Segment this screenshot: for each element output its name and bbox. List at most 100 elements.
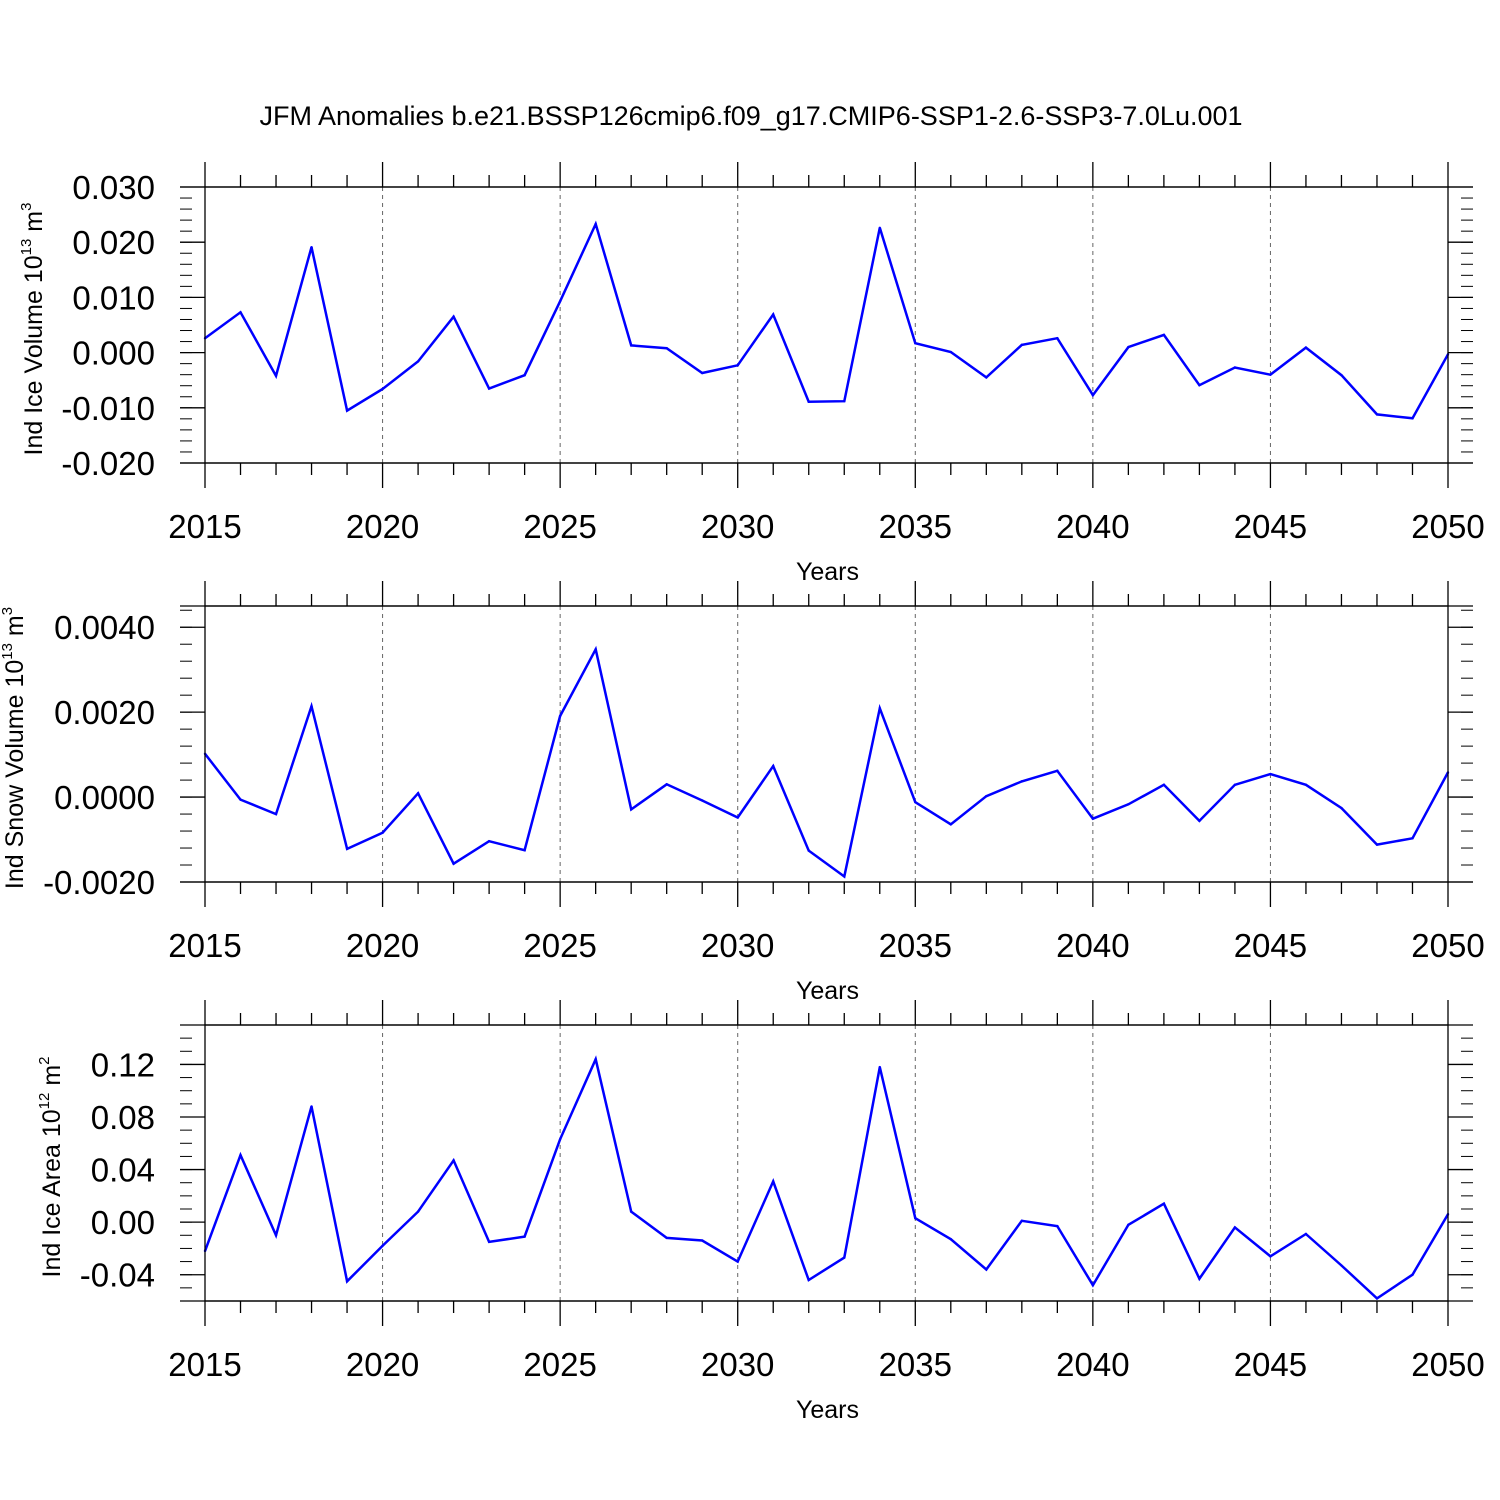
ice-volume-panel: -0.020 -0.010 0.000 0.010 0.020 0.030 2015 202… bbox=[18, 162, 1485, 586]
data-point bbox=[1162, 783, 1166, 786]
snow-volume-plot-frame bbox=[204, 605, 1449, 883]
data-point bbox=[381, 831, 384, 834]
data-point bbox=[1127, 1223, 1130, 1226]
data-point bbox=[239, 311, 242, 314]
x-tick-label: 2015 bbox=[168, 508, 241, 545]
data-point bbox=[1375, 1297, 1379, 1300]
data-point bbox=[843, 1256, 846, 1259]
y-tick-label: 0.000 bbox=[72, 335, 155, 372]
data-point bbox=[665, 783, 668, 786]
x-tick-label: 2025 bbox=[523, 1346, 596, 1383]
ice-area-points bbox=[203, 1057, 1450, 1300]
data-point bbox=[985, 1268, 988, 1271]
y-tick-label: -0.020 bbox=[61, 445, 155, 482]
data-point bbox=[1375, 413, 1379, 416]
ice-area-grid bbox=[382, 1025, 1271, 1301]
x-tick-label: 2045 bbox=[1234, 1346, 1307, 1383]
x-tick-label: 2025 bbox=[523, 927, 596, 964]
figure-title: JFM Anomalies b.e21.BSSP126cmip6.f09_g17… bbox=[259, 101, 1242, 131]
data-point bbox=[274, 374, 278, 377]
x-tick-label: 2035 bbox=[879, 927, 952, 964]
data-point bbox=[274, 812, 278, 816]
x-tick-label: 2050 bbox=[1411, 508, 1484, 545]
x-tick-label: 2030 bbox=[701, 508, 774, 545]
ice-volume-series-line bbox=[204, 220, 1450, 420]
data-point bbox=[843, 399, 846, 403]
x-tick-label: 2025 bbox=[523, 508, 596, 545]
ice-volume-x-axis-label: Years bbox=[796, 558, 859, 586]
data-point bbox=[736, 1260, 739, 1263]
y-tick-label: 0.00 bbox=[91, 1204, 155, 1241]
ice-volume-points bbox=[203, 222, 1450, 420]
ice-area-panel: -0.040.000.040.080.12 2015 2020 2025 2030 20… bbox=[36, 1000, 1485, 1424]
data-point bbox=[1127, 345, 1130, 349]
data-point bbox=[1269, 1255, 1272, 1258]
x-tick-label: 2035 bbox=[879, 508, 952, 545]
data-point bbox=[629, 808, 633, 811]
data-point bbox=[1020, 1219, 1024, 1223]
data-point bbox=[487, 1240, 491, 1244]
data-point bbox=[239, 798, 242, 801]
x-tick-label: 2040 bbox=[1056, 927, 1129, 964]
ice-volume-plot-frame bbox=[204, 186, 1449, 464]
y-tick-label: -0.010 bbox=[61, 390, 155, 427]
data-point bbox=[594, 648, 597, 651]
x-tick-label: 2040 bbox=[1056, 1346, 1129, 1383]
snow-volume-y-axis-label: Ind Snow Volume 1013 m3 bbox=[0, 607, 29, 889]
ice-volume-grid bbox=[382, 187, 1271, 463]
data-point bbox=[1198, 1277, 1201, 1280]
data-point bbox=[878, 1065, 881, 1069]
data-point bbox=[949, 823, 952, 826]
data-point bbox=[736, 816, 739, 819]
y-tick-label: -0.04 bbox=[80, 1257, 155, 1294]
ice-area-x-tick-labels: 2015 2020 2025 2030 2035 2040 2045 2050 bbox=[168, 1346, 1484, 1383]
data-point bbox=[1304, 783, 1308, 786]
data-point bbox=[914, 800, 917, 804]
y-tick-label: 0.010 bbox=[72, 279, 155, 316]
data-point bbox=[1020, 780, 1024, 783]
data-point bbox=[523, 374, 526, 377]
data-point bbox=[1233, 1226, 1237, 1229]
x-tick-label: 2045 bbox=[1234, 927, 1307, 964]
data-point bbox=[452, 862, 455, 865]
ice-area-plot-frame bbox=[204, 1024, 1449, 1302]
data-point bbox=[736, 364, 739, 367]
data-point bbox=[1411, 417, 1414, 420]
x-tick-label: 2030 bbox=[701, 927, 774, 964]
data-point bbox=[416, 1210, 420, 1213]
data-point bbox=[1162, 333, 1166, 337]
data-point bbox=[558, 300, 562, 303]
data-point bbox=[665, 346, 668, 350]
data-point bbox=[949, 350, 952, 354]
data-point bbox=[416, 360, 420, 363]
data-point bbox=[594, 1057, 597, 1061]
data-point bbox=[914, 1217, 917, 1220]
data-point bbox=[1198, 383, 1201, 387]
ice-volume-ticks bbox=[180, 162, 1473, 488]
data-point bbox=[629, 1210, 633, 1213]
x-tick-label: 2020 bbox=[346, 508, 419, 545]
y-tick-label: 0.0020 bbox=[54, 694, 155, 731]
data-point bbox=[345, 1280, 349, 1283]
data-point bbox=[558, 714, 562, 718]
data-point bbox=[1304, 346, 1308, 349]
data-point bbox=[1269, 772, 1272, 776]
data-point bbox=[772, 1180, 775, 1183]
x-tick-label: 2050 bbox=[1411, 1346, 1484, 1383]
data-point bbox=[1411, 837, 1414, 840]
ice-area-y-axis-label: Ind Ice Area 1012 m2 bbox=[36, 1057, 66, 1278]
ice-volume-x-tick-labels: 2015 2020 2025 2030 2035 2040 2045 2050 bbox=[168, 508, 1484, 545]
data-point bbox=[985, 795, 988, 798]
data-point bbox=[523, 1235, 526, 1238]
data-point bbox=[1233, 783, 1237, 786]
data-point bbox=[665, 1236, 668, 1240]
data-point bbox=[701, 1239, 704, 1242]
data-point bbox=[1411, 1273, 1414, 1276]
data-point bbox=[1375, 843, 1379, 846]
ice-area-y-tick-labels: -0.04 0.00 0.04 0.08 0.12 bbox=[80, 1046, 155, 1293]
data-point bbox=[416, 792, 420, 795]
x-tick-label: 2020 bbox=[346, 927, 419, 964]
ice-area-x-axis-label: Years bbox=[796, 1396, 859, 1424]
